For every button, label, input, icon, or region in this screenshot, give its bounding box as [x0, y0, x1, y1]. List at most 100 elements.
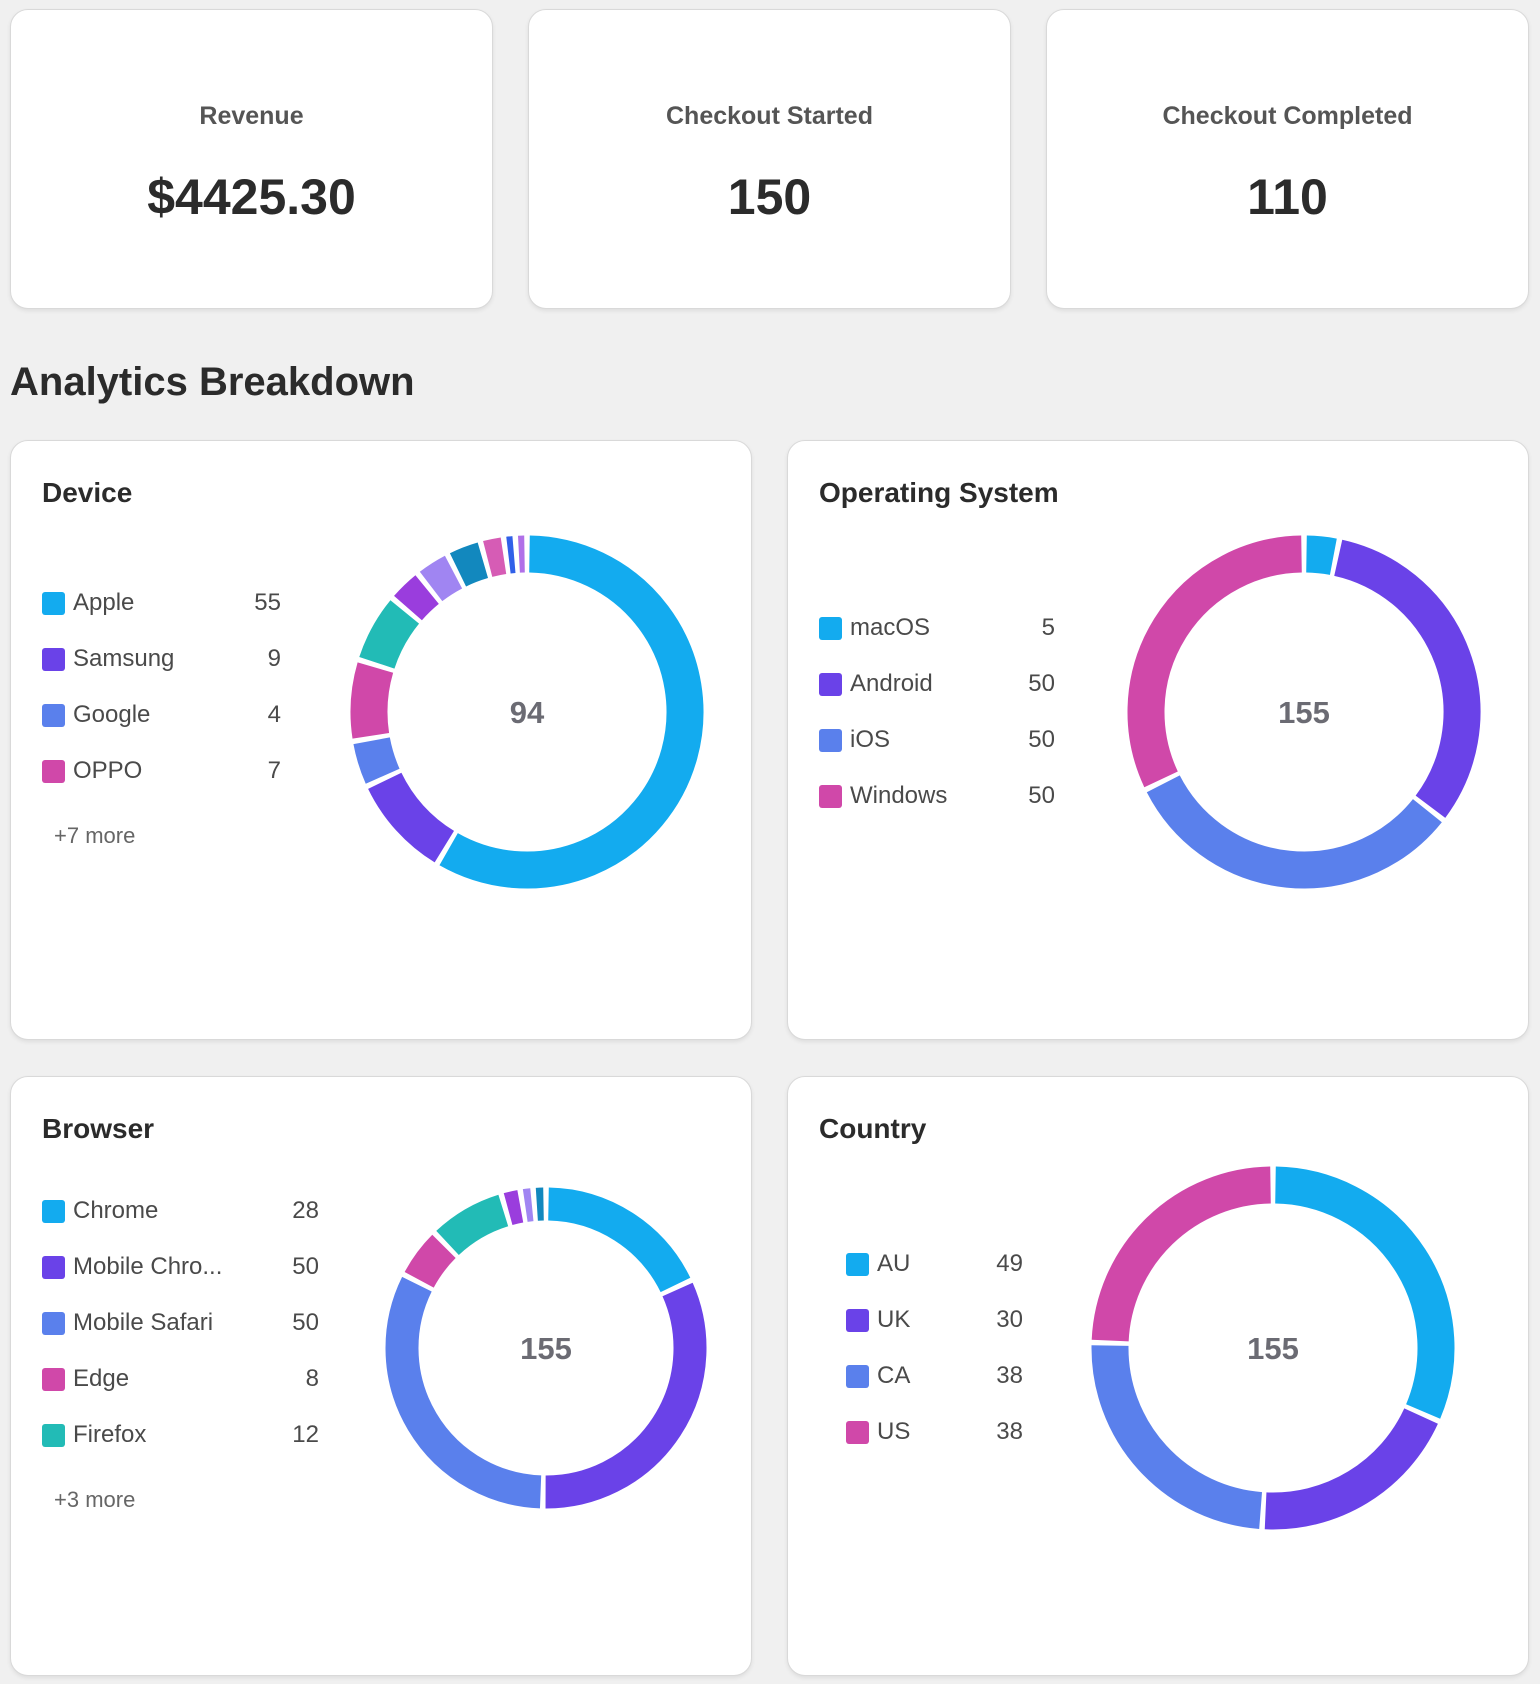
kpi-card-checkout-completed: Checkout Completed 110	[1046, 9, 1529, 309]
legend-value: 50	[1028, 670, 1055, 697]
donut-segment[interactable]	[522, 1188, 534, 1222]
kpi-label: Checkout Started	[666, 102, 873, 130]
legend-value: 4	[267, 701, 281, 728]
legend-item[interactable]: Apple 55	[42, 589, 281, 645]
donut-segment[interactable]	[545, 1282, 707, 1509]
donut-segment[interactable]	[353, 736, 400, 784]
legend-item[interactable]: Mobile Safari 50	[42, 1309, 319, 1365]
legend-label: Android	[850, 670, 933, 697]
more-link[interactable]: +7 more	[54, 823, 136, 848]
legend-swatch	[819, 617, 842, 640]
donut-total: 155	[1278, 695, 1330, 730]
legend: Apple 55 Samsung 9 Google 4 OPPO 7 +7 more	[42, 589, 281, 849]
donut-total: 155	[1247, 1331, 1299, 1366]
donut-segment[interactable]	[547, 1187, 691, 1293]
legend-swatch	[846, 1253, 869, 1276]
kpi-label: Revenue	[199, 102, 304, 130]
donut-segment[interactable]	[394, 575, 440, 621]
donut-segment[interactable]	[359, 600, 420, 670]
legend-value: 28	[292, 1197, 319, 1224]
operating-system-panel: Operating System macOS 5 Android 50 iOS 50 Wind…	[787, 440, 1529, 1040]
legend-swatch	[819, 729, 842, 752]
legend-label: US	[877, 1418, 911, 1445]
legend-value: 8	[305, 1365, 319, 1392]
legend-value: 50	[292, 1253, 319, 1280]
legend-swatch	[846, 1421, 869, 1444]
legend-value: 49	[996, 1250, 1023, 1277]
device-panel: Device Apple 55 Samsung 9 Google 4 OPPO 7 +7 more…	[10, 440, 752, 1040]
legend-label: AU	[877, 1250, 911, 1277]
legend-label: Mobile Safari	[73, 1309, 214, 1336]
donut-segment[interactable]	[1127, 535, 1303, 788]
donut-segment[interactable]	[503, 1190, 524, 1226]
donut-segment[interactable]	[439, 535, 704, 889]
legend-item[interactable]: Firefox 12	[42, 1421, 319, 1477]
donut-segment[interactable]	[1146, 775, 1442, 889]
donut-segment[interactable]	[385, 1276, 542, 1509]
donut-chart: 155	[1127, 535, 1481, 889]
donut-segment[interactable]	[1264, 1407, 1438, 1530]
donut-segment[interactable]	[483, 537, 507, 577]
panel-title: Country	[819, 1113, 927, 1144]
donut-segment[interactable]	[419, 555, 463, 602]
donut-chart: 155	[385, 1187, 707, 1509]
donut-segment[interactable]	[506, 536, 516, 574]
legend-item[interactable]: Windows 50	[819, 782, 1055, 838]
legend-label: Windows	[850, 782, 948, 809]
legend: AU 49 UK 30 CA 38 US 38	[846, 1250, 1023, 1474]
donut-segment[interactable]	[404, 1234, 456, 1288]
legend-label: Samsung	[73, 645, 175, 672]
legend-value: 50	[292, 1309, 319, 1336]
donut-total: 94	[510, 695, 545, 730]
legend-item[interactable]: US 38	[846, 1418, 1023, 1474]
legend-value: 7	[267, 757, 281, 784]
legend-swatch	[846, 1309, 869, 1332]
browser-panel: Browser Chrome 28 Mobile Chro... 50 Mobile Sa…	[10, 1076, 752, 1676]
legend-item[interactable]: CA 38	[846, 1362, 1023, 1418]
legend-swatch	[819, 785, 842, 808]
legend-label: Google	[73, 701, 151, 728]
donut-segment[interactable]	[449, 542, 489, 587]
kpi-label: Checkout Completed	[1162, 102, 1413, 130]
legend-item[interactable]: Samsung 9	[42, 645, 281, 701]
legend-label: UK	[877, 1306, 911, 1333]
donut-segment[interactable]	[1091, 1166, 1272, 1342]
legend-item[interactable]: AU 49	[846, 1250, 1023, 1306]
legend-item[interactable]: Android 50	[819, 670, 1055, 726]
kpi-card-revenue: Revenue $4425.30	[10, 9, 493, 309]
donut-segment[interactable]	[1333, 539, 1481, 818]
legend-value: 12	[292, 1421, 319, 1448]
panel-title: Operating System	[819, 477, 1059, 508]
kpi-value: 110	[1247, 169, 1328, 225]
legend-swatch	[42, 1200, 65, 1223]
legend-item[interactable]: OPPO 7	[42, 757, 281, 813]
donut-segment[interactable]	[1274, 1166, 1455, 1419]
legend: macOS 5 Android 50 iOS 50 Windows 50	[819, 614, 1055, 838]
legend-item[interactable]: Edge 8	[42, 1365, 319, 1421]
legend-label: Apple	[73, 589, 135, 616]
panel-title: Browser	[42, 1113, 155, 1144]
legend-swatch	[42, 704, 65, 727]
country-panel: Country AU 49 UK 30 CA 38 US 38 155	[787, 1076, 1529, 1676]
legend-item[interactable]: UK 30	[846, 1306, 1023, 1362]
legend-item[interactable]: Google 4	[42, 701, 281, 757]
legend-item[interactable]: iOS 50	[819, 726, 1055, 782]
more-link[interactable]: +3 more	[54, 1487, 136, 1512]
donut-segment[interactable]	[368, 772, 455, 863]
kpi-card-checkout-started: Checkout Started 150	[528, 9, 1011, 309]
donut-segment[interactable]	[1305, 535, 1337, 575]
legend-label: Edge	[73, 1365, 130, 1392]
legend-item[interactable]: Mobile Chro... 50	[42, 1253, 319, 1309]
donut-chart: 94	[350, 535, 704, 889]
legend-swatch	[42, 1256, 65, 1279]
legend-item[interactable]: macOS 5	[819, 614, 1055, 670]
donut-segment[interactable]	[350, 662, 394, 739]
donut-segment[interactable]	[1091, 1345, 1263, 1529]
donut-segment[interactable]	[436, 1194, 509, 1256]
legend-value: 30	[996, 1306, 1023, 1333]
legend-swatch	[42, 1312, 65, 1335]
panel-title: Device	[42, 477, 133, 508]
legend-item[interactable]: Chrome 28	[42, 1197, 319, 1253]
section-title: Analytics Breakdown	[10, 360, 415, 404]
legend-label: CA	[877, 1362, 911, 1389]
